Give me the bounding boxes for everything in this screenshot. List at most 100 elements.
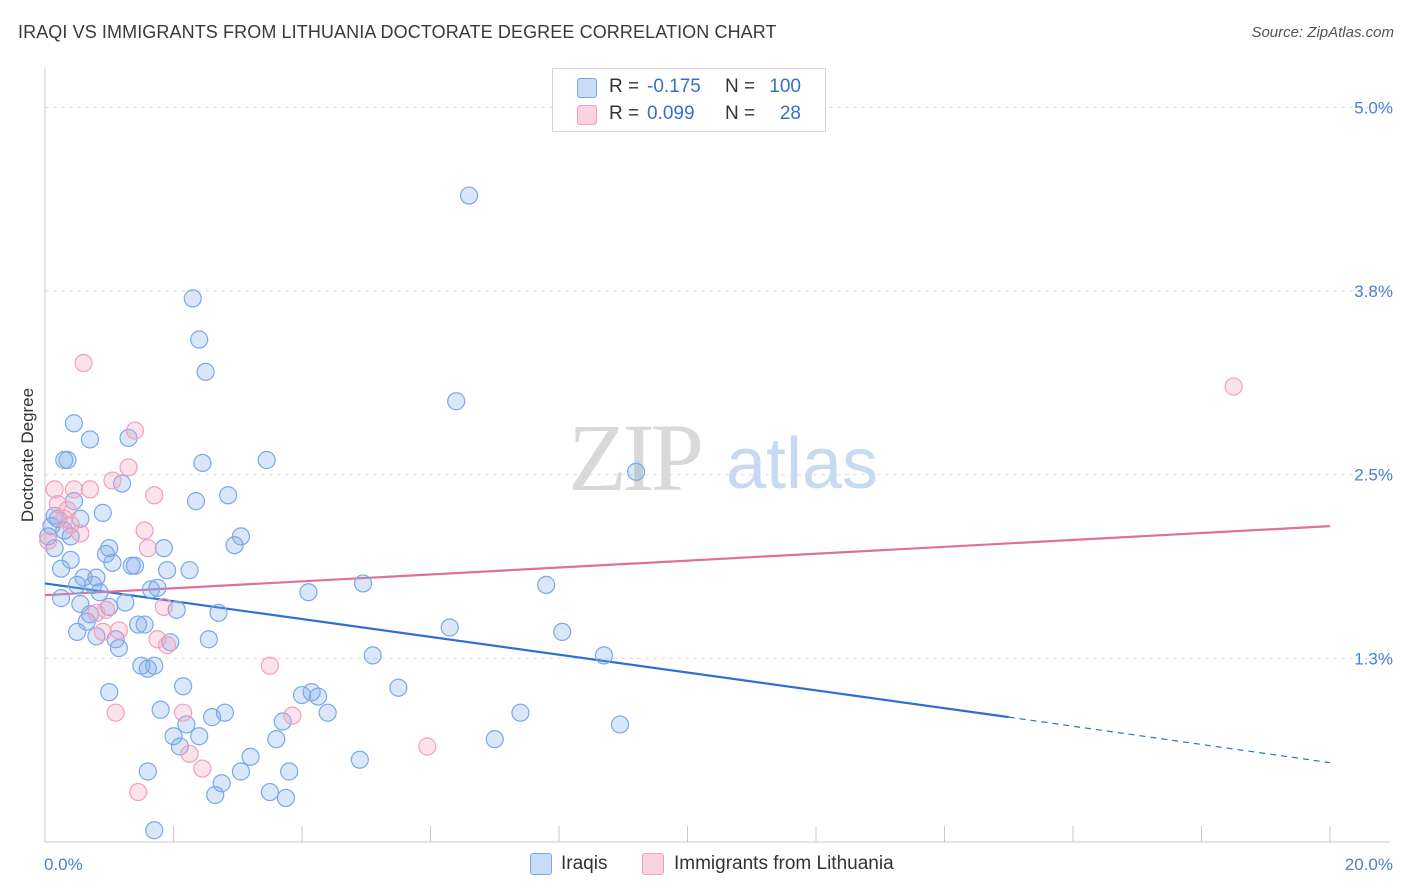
- y-tick-label-1: 2.5%: [1354, 466, 1393, 485]
- legend-n-value: 100: [769, 76, 801, 97]
- legend-n-label: N =: [725, 76, 756, 97]
- lithuania-point-20: [138, 539, 157, 558]
- iraqi-point-24: [100, 683, 119, 702]
- iraqi-point-73: [299, 583, 318, 602]
- lithuania-point-15: [109, 621, 128, 640]
- watermark: ZIP atlas: [568, 404, 878, 511]
- iraqi-point-65: [241, 747, 260, 766]
- iraqi-point-66: [257, 450, 276, 470]
- lithuania-point-22: [148, 630, 167, 649]
- iraqi-point-37: [141, 580, 161, 599]
- lithuania-point-31: [1224, 377, 1243, 396]
- iraqi-point-91: [145, 821, 164, 840]
- iraqi-point-79: [363, 646, 382, 665]
- legend-r-value: 0.099: [647, 103, 695, 124]
- legend-r-label: R =: [609, 103, 640, 124]
- lithuania-point-12: [96, 600, 116, 619]
- iraqi-point-86: [537, 575, 556, 594]
- iraqi-point-63: [231, 527, 251, 546]
- iraqi-point-85: [511, 703, 530, 722]
- iraqi-point-55: [199, 630, 218, 649]
- iraqi-point-35: [135, 615, 154, 634]
- iraqi-point-53: [193, 453, 212, 473]
- y-tick-label-3: 5.0%: [1354, 98, 1393, 117]
- iraqi-point-14: [74, 568, 93, 587]
- lithuania-point-9: [80, 480, 100, 499]
- lithuania-point-19: [135, 521, 154, 540]
- iraqi-point-13: [71, 509, 90, 528]
- legend-n-label: N =: [725, 103, 756, 124]
- lithuania-point-11: [93, 622, 112, 642]
- iraqi-point-60: [215, 703, 234, 722]
- iraqi-point-59: [212, 774, 231, 793]
- iraqi-point-95: [64, 414, 84, 433]
- lithuania-point-26: [180, 744, 199, 763]
- y-tick-label-2: 3.8%: [1354, 282, 1393, 301]
- iraqi-point-21: [93, 503, 112, 522]
- iraqi-point-80: [389, 678, 408, 697]
- iraqi-point-76: [318, 703, 337, 722]
- chart-title: IRAQI VS IMMIGRANTS FROM LITHUANIA DOCTO…: [18, 22, 777, 42]
- iraqi-point-78: [353, 574, 373, 593]
- iraqi-point-68: [267, 730, 286, 749]
- tick-labels: 1.3% 2.5% 3.8% 5.0% 0.0% 20.0%: [44, 98, 1393, 874]
- iraqi-point-40: [151, 700, 170, 719]
- lithuania-point-30: [418, 737, 437, 756]
- iraqi-point-64: [231, 762, 251, 781]
- source-label: Source: ZipAtlas.com: [1251, 24, 1394, 41]
- iraqi-point-58: [209, 603, 228, 622]
- x-tick-label-0: 0.0%: [44, 855, 83, 874]
- iraqi-point-25: [103, 553, 122, 572]
- legend-n-value: 28: [779, 103, 801, 124]
- iraqi-point-77: [350, 750, 369, 769]
- series-legend-label-lithuania: Immigrants from Lithuania: [674, 853, 894, 874]
- lithuania-point-24: [157, 636, 177, 655]
- legend-row-iraqis: R = -0.175 N = 100: [553, 74, 825, 100]
- y-axis-title: Doctorate Degree: [18, 388, 37, 522]
- iraqi-point-46: [170, 737, 190, 756]
- lithuania-point-4: [58, 500, 77, 520]
- iraqi-point-67: [260, 782, 279, 802]
- iraqi-point-52: [190, 727, 209, 746]
- iraqi-point-30: [119, 428, 138, 448]
- iraqi-point-20: [90, 583, 109, 602]
- grid-lines: [45, 106, 1390, 659]
- lithuania-point-1: [45, 480, 64, 499]
- iraqi-point-38: [145, 656, 164, 675]
- series-legend-swatch-lithuania: [642, 853, 664, 875]
- iraqi-trend-line-extension: [1008, 716, 1331, 764]
- iraqi-point-84: [485, 730, 504, 749]
- iraqi-point-19: [87, 568, 106, 587]
- x-tick-label-1: 20.0%: [1345, 855, 1393, 874]
- iraqi-point-23: [100, 539, 119, 558]
- iraqi-point-33: [129, 615, 148, 634]
- iraqi-point-70: [276, 788, 296, 808]
- trend-lines: [44, 525, 1331, 764]
- iraqi-point-47: [174, 677, 193, 696]
- lithuania-point-21: [145, 486, 164, 505]
- lithuania-point-8: [74, 353, 93, 373]
- iraqi-point-83: [459, 186, 479, 205]
- iraqi-point-29: [116, 593, 135, 612]
- iraqi-point-54: [196, 362, 215, 381]
- iraqi-point-44: [164, 727, 183, 746]
- legend-row-lithuania: R = 0.099 N = 28: [553, 101, 825, 127]
- legend-swatch-iraqis: [577, 78, 597, 98]
- iraqi-point-82: [447, 392, 466, 411]
- iraqi-point-57: [206, 785, 225, 805]
- lithuania-point-18: [129, 782, 148, 802]
- series-legend-label-iraqis: Iraqis: [561, 853, 608, 874]
- iraqi-point-42: [157, 561, 177, 580]
- lithuania-point-17: [125, 421, 145, 440]
- lithuania-point-29: [283, 706, 302, 725]
- iraqi-point-48: [177, 715, 196, 734]
- iraqi-point-88: [594, 646, 614, 665]
- data-points: [39, 186, 1243, 840]
- series-legend-swatch-iraqis: [530, 853, 552, 875]
- iraqi-point-11: [68, 575, 87, 594]
- lithuania-point-27: [193, 759, 212, 778]
- iraqi-trend-line: [44, 582, 1009, 719]
- iraqi-point-81: [440, 618, 459, 637]
- lithuania-point-23: [154, 597, 173, 617]
